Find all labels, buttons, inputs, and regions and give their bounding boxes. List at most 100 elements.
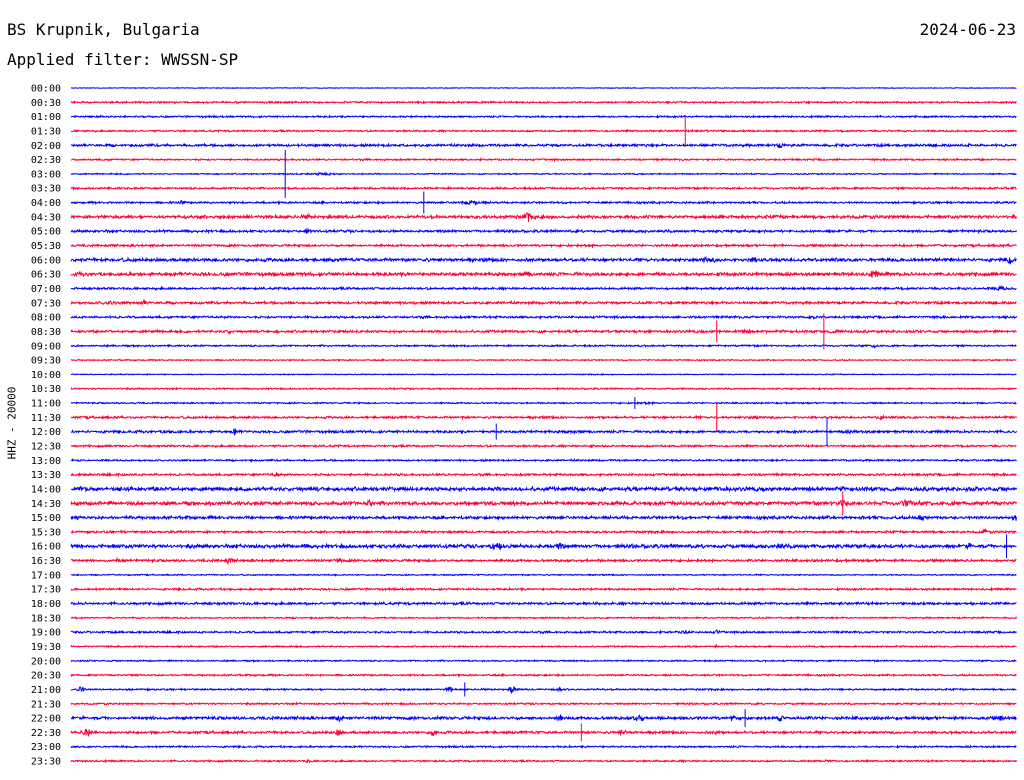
time-tick-label: 19:30	[31, 642, 61, 653]
time-tick-label: 17:00	[31, 570, 61, 581]
station-title: BS Krupnik, Bulgaria	[7, 20, 200, 39]
trace-row	[70, 498, 1017, 508]
trace-row	[70, 298, 1017, 306]
trace-row	[70, 701, 1017, 707]
time-tick-label: 02:30	[31, 155, 61, 166]
trace-row	[70, 527, 1017, 535]
trace-row	[70, 386, 1017, 391]
trace-row	[70, 658, 1017, 663]
time-tick-label: 15:30	[31, 527, 61, 538]
seismogram-traces	[70, 86, 1017, 764]
time-tick-label: 20:30	[31, 671, 61, 682]
time-tick-label: 03:00	[31, 169, 61, 180]
trace-row	[70, 714, 1017, 723]
time-tick-label: 02:00	[31, 141, 61, 152]
time-tick-label: 04:00	[31, 198, 61, 209]
time-tick-label: 12:30	[31, 442, 61, 453]
time-tick-label: 00:30	[31, 98, 61, 109]
time-tick-label: 21:00	[31, 685, 61, 696]
filter-label: Applied filter: WWSSN-SP	[7, 50, 239, 69]
time-tick-label: 08:30	[31, 327, 61, 338]
time-tick-labels: 00:00 00:30 01:00 01:30 02:00 02:30 03:00 03:30…	[31, 84, 61, 768]
trace-row	[70, 400, 1017, 406]
trace-row	[70, 358, 1017, 362]
trace-row	[70, 556, 1017, 566]
time-tick-label: 10:00	[31, 370, 61, 381]
time-tick-label: 11:30	[31, 413, 61, 424]
time-tick-label: 06:30	[31, 270, 61, 281]
trace-row	[70, 600, 1017, 607]
trace-row	[70, 586, 1017, 592]
time-tick-label: 22:30	[31, 728, 61, 739]
trace-row	[70, 242, 1017, 249]
time-tick-label: 09:00	[31, 341, 61, 352]
time-tick-label: 03:30	[31, 184, 61, 195]
trace-row	[70, 414, 1017, 421]
time-tick-label: 20:00	[31, 656, 61, 667]
trace-row	[70, 728, 1017, 737]
time-tick-label: 01:30	[31, 126, 61, 137]
time-tick-label: 00:00	[31, 84, 61, 95]
trace-row	[70, 428, 1017, 436]
time-tick-label: 23:30	[31, 757, 61, 768]
trace-row	[70, 744, 1017, 750]
time-tick-label: 13:00	[31, 456, 61, 467]
trace-row	[70, 212, 1017, 222]
trace-row	[70, 227, 1017, 235]
time-tick-label: 09:30	[31, 356, 61, 367]
trace-row	[70, 672, 1017, 678]
time-tick-label: 14:00	[31, 484, 61, 495]
time-tick-label: 19:00	[31, 628, 61, 639]
time-tick-label: 23:00	[31, 742, 61, 753]
trace-row	[70, 314, 1017, 321]
trace-row	[70, 99, 1017, 105]
time-tick-label: 18:30	[31, 613, 61, 624]
trace-row	[70, 128, 1017, 134]
time-tick-label: 17:30	[31, 585, 61, 596]
time-tick-label: 12:00	[31, 427, 61, 438]
trace-row	[70, 643, 1017, 649]
trace-row	[70, 343, 1017, 349]
time-tick-label: 21:30	[31, 699, 61, 710]
trace-row	[71, 86, 1017, 90]
trace-row	[70, 615, 1017, 621]
trace-row	[71, 142, 1017, 149]
trace-row	[70, 269, 1017, 278]
time-tick-label: 16:00	[31, 542, 61, 553]
time-tick-label: 16:30	[31, 556, 61, 567]
time-tick-label: 13:30	[31, 470, 61, 481]
trace-row	[70, 285, 1017, 292]
trace-row	[70, 185, 1017, 192]
date-label: 2024-06-23	[919, 20, 1016, 39]
trace-row	[70, 686, 1017, 695]
time-tick-label: 08:00	[31, 313, 61, 324]
trace-row	[70, 443, 1017, 449]
time-tick-label: 11:00	[31, 399, 61, 410]
trace-row	[70, 471, 1017, 478]
time-tick-label: 05:30	[31, 241, 61, 252]
time-tick-label: 05:00	[31, 227, 61, 238]
time-tick-label: 22:00	[31, 714, 61, 725]
trace-row	[70, 171, 1017, 177]
trace-row	[70, 629, 1017, 636]
time-tick-label: 01:00	[31, 112, 61, 123]
trace-row	[70, 758, 1017, 764]
trace-row	[70, 255, 1017, 265]
trace-row	[70, 327, 1017, 336]
trace-row	[70, 199, 1017, 207]
time-tick-label: 10:30	[31, 384, 61, 395]
trace-row	[70, 542, 1017, 551]
trace-row	[70, 114, 1017, 120]
trace-row	[71, 372, 1017, 376]
time-tick-label: 14:30	[31, 499, 61, 510]
time-tick-label: 15:00	[31, 513, 61, 524]
trace-row	[70, 457, 1017, 463]
time-tick-label: 06:00	[31, 255, 61, 266]
time-tick-label: 04:30	[31, 212, 61, 223]
trace-row	[71, 485, 1017, 493]
time-tick-label: 07:00	[31, 284, 61, 295]
trace-row	[70, 573, 1017, 577]
time-tick-label: 07:30	[31, 298, 61, 309]
trace-row	[70, 514, 1017, 522]
